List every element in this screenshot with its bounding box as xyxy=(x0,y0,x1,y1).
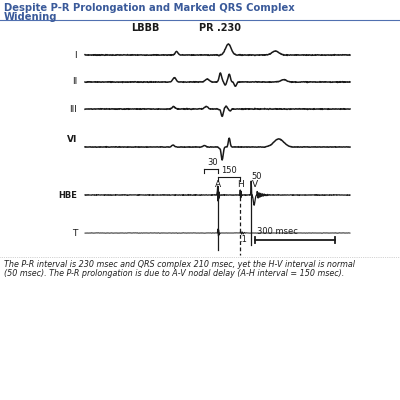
Text: PR .230: PR .230 xyxy=(199,23,241,33)
Text: A: A xyxy=(214,180,220,189)
Text: 150: 150 xyxy=(221,166,237,175)
Text: (50 msec). The P-R prolongation is due to A-V nodal delay (A-H interval = 150 ms: (50 msec). The P-R prolongation is due t… xyxy=(4,269,344,278)
Text: T: T xyxy=(72,228,77,238)
Text: .1: .1 xyxy=(239,235,247,244)
Text: I: I xyxy=(74,50,77,60)
Text: 50: 50 xyxy=(252,172,262,181)
Text: II: II xyxy=(72,78,77,86)
Text: H: H xyxy=(237,180,243,189)
Text: Widening: Widening xyxy=(4,12,58,22)
Text: VI: VI xyxy=(67,134,77,144)
Text: The P-R interval is 230 msec and QRS complex 210 msec, yet the H-V interval is n: The P-R interval is 230 msec and QRS com… xyxy=(4,260,355,269)
Text: Despite P-R Prolongation and Marked QRS Complex: Despite P-R Prolongation and Marked QRS … xyxy=(4,3,295,13)
Text: 30: 30 xyxy=(207,158,218,167)
Text: LBBB: LBBB xyxy=(131,23,159,33)
Text: HBE: HBE xyxy=(58,190,77,200)
Text: III: III xyxy=(69,104,77,114)
Text: V: V xyxy=(252,180,258,189)
Text: 300 msec: 300 msec xyxy=(257,227,298,236)
